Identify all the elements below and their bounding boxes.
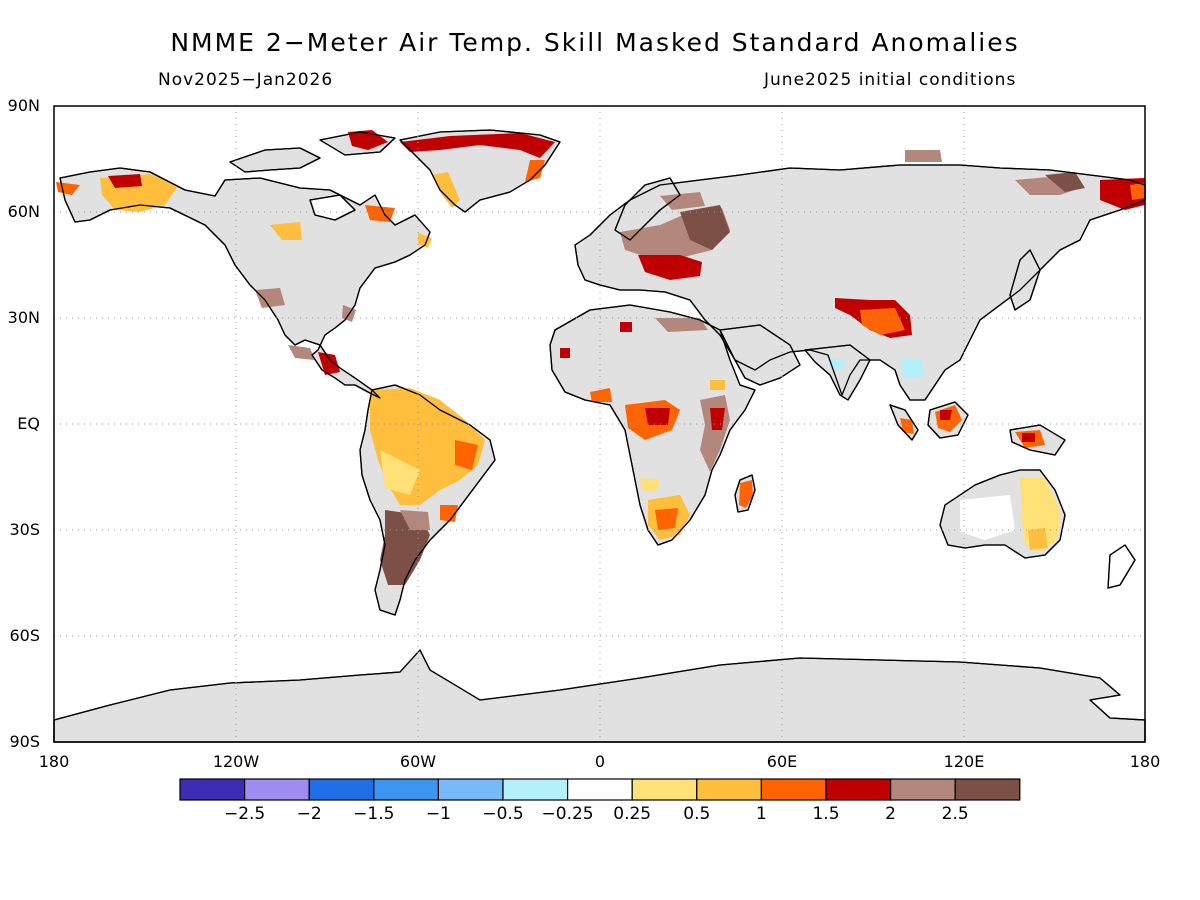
map-title: NMME 2−Meter Air Temp. Skill Masked Stan… <box>170 28 1020 57</box>
anom-madagascar <box>739 480 753 508</box>
colorbar-label: 1.5 <box>812 804 839 824</box>
lon-label: 60E <box>767 752 797 771</box>
lat-label: 90S <box>9 732 40 751</box>
colorbar-swatch <box>760 778 827 801</box>
colorbar-label: −0.5 <box>482 804 523 824</box>
anom-greenland-east <box>525 160 545 182</box>
colorbar-swatch <box>502 778 569 801</box>
anom-ukraine <box>638 255 702 280</box>
colorbar-label: −0.25 <box>542 804 594 824</box>
anom-greenland-north <box>400 133 555 158</box>
lon-label: 120E <box>944 752 985 771</box>
lat-label: EQ <box>17 414 40 433</box>
colorbar-swatch <box>696 778 762 801</box>
colorbar-label: −1.5 <box>353 804 394 824</box>
colorbar-label: 0.25 <box>613 804 651 824</box>
colorbar-label: 2.5 <box>942 804 969 824</box>
lat-label: 60S <box>9 626 40 645</box>
graticule <box>54 106 1145 742</box>
colorbar: −2.5 −2 −1.5 −1 −0.5 −0.25 0.25 0.5 1 1.5 2 2.5 <box>179 778 1021 824</box>
lat-label: 30N <box>8 308 40 327</box>
colorbar-swatch <box>825 778 892 801</box>
anom-indochina <box>900 360 924 378</box>
colorbar-swatch <box>566 778 633 801</box>
colorbar-label: 1 <box>756 804 767 824</box>
colorbar-swatch <box>889 778 956 801</box>
lon-label: 0 <box>595 752 605 771</box>
lon-label: 180 <box>1130 752 1161 771</box>
colorbar-label: −2.5 <box>224 804 265 824</box>
lon-label: 180 <box>39 752 70 771</box>
lat-label: 30S <box>9 520 40 539</box>
colorbar-swatch <box>308 778 375 801</box>
forecast-period: Nov2025−Jan2026 <box>158 70 334 90</box>
lat-label: 60N <box>8 202 40 221</box>
initial-conditions: June2025 initial conditions <box>764 70 1017 90</box>
colorbar-label: 0.5 <box>683 804 710 824</box>
colorbar-swatch <box>954 778 1021 801</box>
colorbar-label: 2 <box>885 804 896 824</box>
colorbar-swatch <box>437 778 504 801</box>
lon-label: 60W <box>400 752 436 771</box>
map-frame <box>53 105 1146 743</box>
colorbar-swatch <box>373 778 439 801</box>
lon-label: 120W <box>213 752 260 771</box>
colorbar-swatch <box>179 778 246 801</box>
colorbar-swatch <box>631 778 698 801</box>
anomaly-shading <box>56 130 1145 585</box>
colorbar-swatch <box>244 778 310 801</box>
colorbar-label: −2 <box>297 804 322 824</box>
lat-label: 90N <box>8 96 40 115</box>
coastlines <box>53 129 1146 743</box>
colorbar-label: −1 <box>426 804 451 824</box>
